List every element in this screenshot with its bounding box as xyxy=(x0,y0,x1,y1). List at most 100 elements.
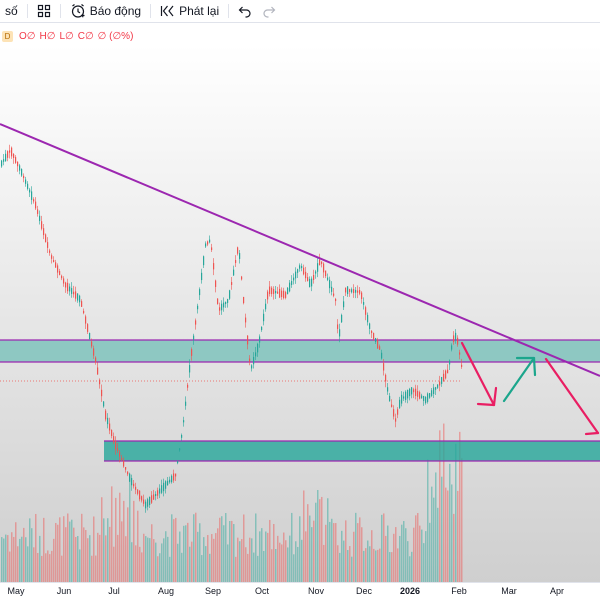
volume-bar xyxy=(35,513,37,582)
volume-bar xyxy=(25,537,27,582)
volume-bar xyxy=(445,487,447,582)
volume-bar xyxy=(19,538,21,582)
candle-body xyxy=(29,189,31,193)
candle-body xyxy=(79,295,81,303)
candle-body xyxy=(71,288,73,294)
candle-body xyxy=(357,290,359,293)
volume-bar xyxy=(197,531,199,582)
volume-bar xyxy=(365,548,367,582)
up-arrow[interactable] xyxy=(502,356,537,403)
candle-body xyxy=(53,259,55,263)
candle-body xyxy=(3,159,5,162)
candle-body xyxy=(65,282,67,288)
candle-body xyxy=(323,263,325,273)
support-zone[interactable] xyxy=(104,441,600,461)
candle-body xyxy=(155,493,157,497)
volume-bar xyxy=(395,527,397,582)
volume-bar xyxy=(33,547,35,582)
volume-bar xyxy=(237,537,239,582)
legend-open: O∅ xyxy=(19,30,36,42)
candle-body xyxy=(343,301,345,308)
undo-button[interactable] xyxy=(233,0,257,22)
candle-body xyxy=(129,473,131,482)
candle-body xyxy=(413,389,415,393)
volume-bar xyxy=(357,523,359,582)
candle-body xyxy=(191,349,193,356)
down-arrow-1[interactable] xyxy=(460,341,498,407)
candle-body xyxy=(77,293,79,301)
candle-body xyxy=(139,490,141,500)
candle-body xyxy=(289,282,291,292)
symbol-badge[interactable]: D xyxy=(2,30,13,42)
volume-bar xyxy=(303,490,305,582)
volume-bar xyxy=(329,521,331,582)
volume-bar xyxy=(5,534,7,582)
candle-body xyxy=(443,373,445,382)
candle-body xyxy=(199,289,201,296)
candle-body xyxy=(259,336,261,343)
up-arrow-head xyxy=(515,356,537,377)
candle-body xyxy=(19,165,21,171)
chart-background xyxy=(0,44,600,582)
volume-bar xyxy=(115,497,117,582)
candle-body xyxy=(203,256,205,266)
redo-button[interactable] xyxy=(257,0,281,22)
candle-body xyxy=(457,337,459,345)
volume-bar xyxy=(163,538,165,582)
volume-bar xyxy=(263,550,265,582)
candle-body xyxy=(111,430,113,436)
volume-bar xyxy=(235,556,237,582)
candle-body xyxy=(217,298,219,304)
volume-bar xyxy=(435,472,437,582)
time-axis[interactable]: May Jun Jul Aug Sep Oct Nov Dec 2026 Feb Mar Apr xyxy=(0,582,600,601)
candle-body xyxy=(45,234,47,243)
volume-bar xyxy=(45,553,47,582)
down-arrow-2[interactable] xyxy=(544,357,600,436)
candle-body xyxy=(101,389,103,397)
indicators-button[interactable]: số xyxy=(0,0,23,22)
volume-bar xyxy=(153,539,155,582)
candle-body xyxy=(271,287,273,295)
up-arrow-shaft xyxy=(502,356,536,403)
volume-bar xyxy=(107,518,109,582)
volume-bar xyxy=(425,531,427,582)
zones xyxy=(0,339,600,462)
descending-trendline[interactable] xyxy=(0,123,600,377)
layout-button[interactable] xyxy=(32,0,56,22)
alert-button[interactable]: Báo động xyxy=(65,0,146,22)
volume-bar xyxy=(273,523,275,582)
redo-icon xyxy=(262,4,276,18)
candle-body xyxy=(245,317,247,323)
volume-bar xyxy=(13,536,15,582)
volume-bar xyxy=(9,551,11,582)
volume-bar xyxy=(123,500,125,582)
chart-pane[interactable] xyxy=(0,44,600,582)
replay-button[interactable]: Phát lại xyxy=(155,0,224,22)
candle-body xyxy=(317,263,319,272)
volume-bar xyxy=(403,521,405,582)
candle-body xyxy=(105,410,107,420)
volume-bar xyxy=(323,544,325,582)
candle-body xyxy=(387,387,389,392)
resistance-zone[interactable] xyxy=(0,340,600,362)
volume-bar xyxy=(151,524,153,582)
candle-body xyxy=(315,271,317,274)
price-chart[interactable] xyxy=(0,44,600,582)
candle-body xyxy=(273,289,275,294)
candle-body xyxy=(241,276,243,280)
time-axis-label: Aug xyxy=(157,586,175,596)
volume-bar xyxy=(281,544,283,582)
volume-bar xyxy=(311,527,313,582)
candle-body xyxy=(131,478,133,486)
candle-body xyxy=(311,278,313,287)
candle-body xyxy=(369,323,371,329)
volume-bar xyxy=(69,521,71,582)
candle-body xyxy=(425,396,427,404)
candle-body xyxy=(49,250,51,253)
volume-bar xyxy=(173,519,175,582)
candle-body xyxy=(339,329,341,337)
candle-body xyxy=(403,396,405,399)
candle-body xyxy=(243,296,245,304)
time-axis-label: Nov xyxy=(307,586,325,596)
candle-body xyxy=(295,271,297,279)
